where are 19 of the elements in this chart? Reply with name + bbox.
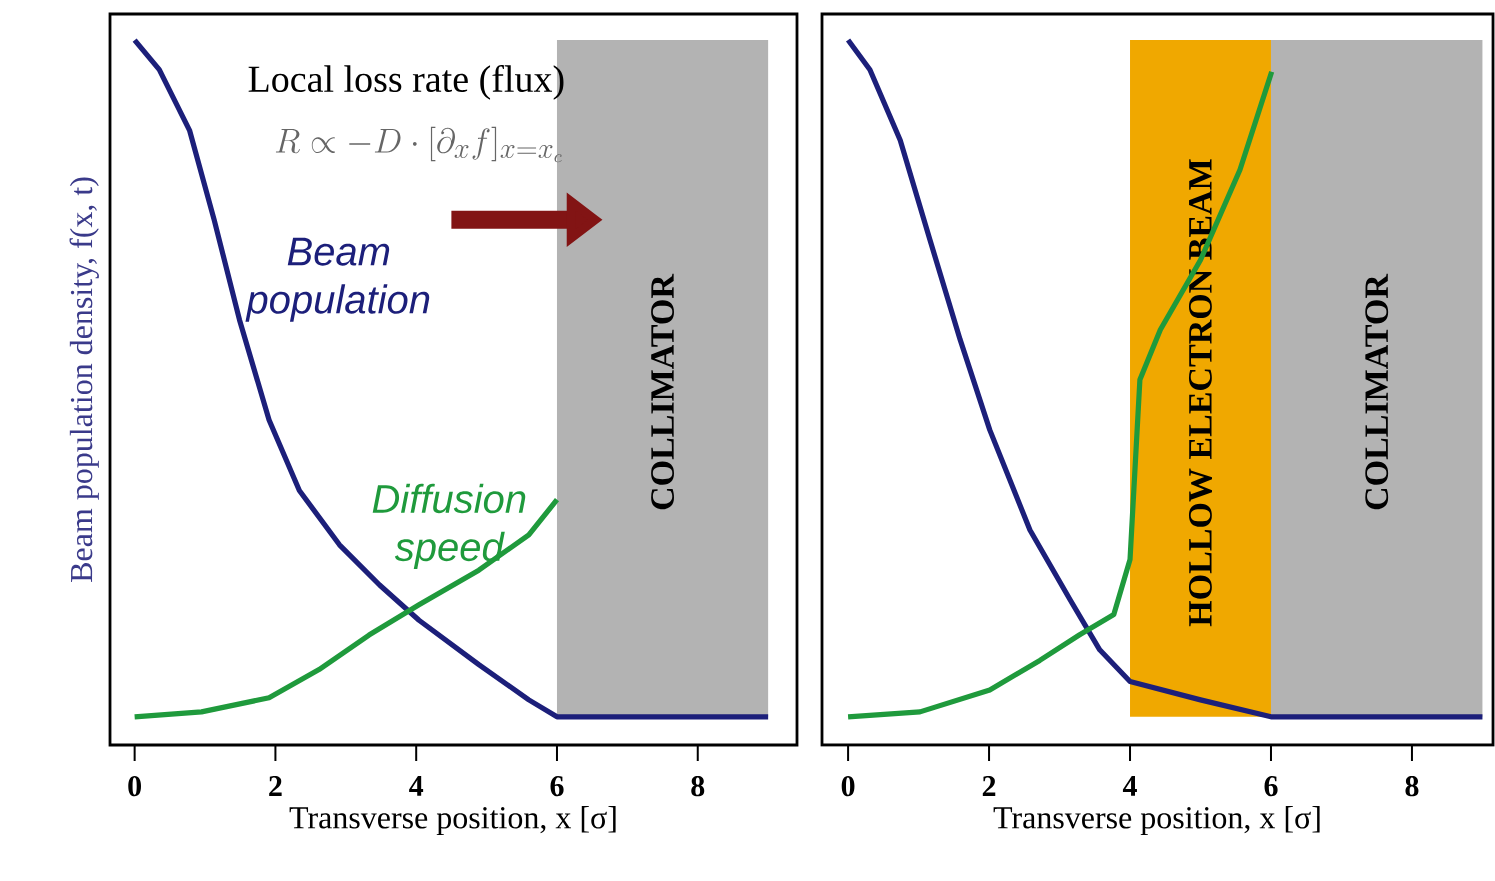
annotation: Local loss rate (flux): [248, 64, 564, 100]
x-tick-label: 6: [550, 776, 564, 797]
x-tick-label: 8: [691, 776, 705, 797]
annotation: $R \propto -D\cdot[\partial_x f]_{x=x_c}$: [275, 126, 562, 163]
band-label: COLLIMATOR: [1365, 273, 1389, 510]
x-tick-label: 0: [841, 776, 855, 797]
x-axis-title: Transverse position, x [σ]: [289, 806, 616, 836]
series-label: Diffusion speed: [372, 483, 526, 570]
series-label: Beam population: [245, 237, 430, 322]
x-tick-label: 4: [409, 776, 424, 796]
x-tick-label: 6: [1264, 776, 1278, 797]
x-tick-label: 2: [269, 776, 282, 796]
band-label: COLLIMATOR: [651, 273, 674, 510]
x-tick-label: 8: [1405, 776, 1419, 797]
x-axis-title: Transverse position, x [σ]: [993, 806, 1320, 836]
x-tick-label: 4: [1122, 776, 1137, 796]
y-axis-title: Beam population density, f(x, t): [69, 177, 99, 582]
x-tick-label: 0: [128, 776, 141, 797]
x-tick-label: 2: [982, 776, 996, 796]
